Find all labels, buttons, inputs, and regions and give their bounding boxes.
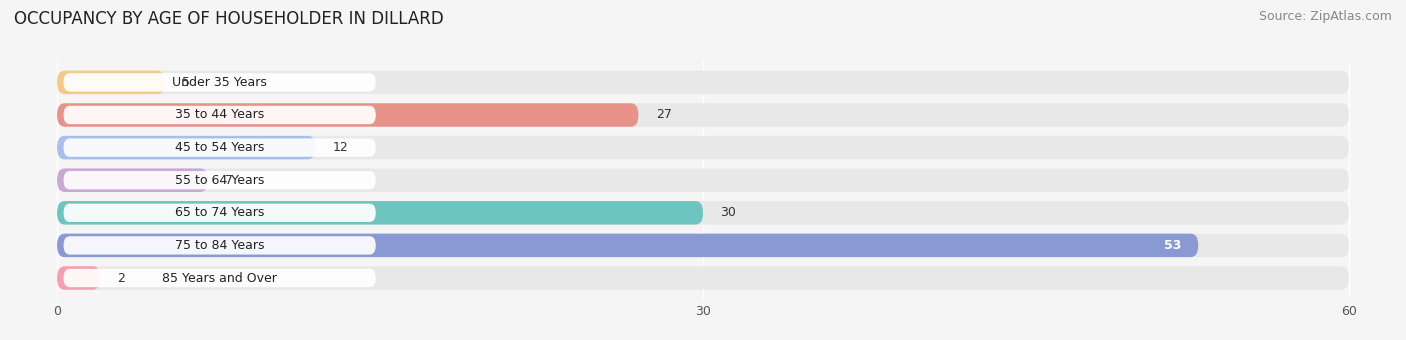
FancyBboxPatch shape bbox=[63, 204, 375, 222]
FancyBboxPatch shape bbox=[58, 266, 100, 290]
Text: 2: 2 bbox=[118, 272, 125, 285]
FancyBboxPatch shape bbox=[58, 71, 1348, 94]
Text: Source: ZipAtlas.com: Source: ZipAtlas.com bbox=[1258, 10, 1392, 23]
Text: 75 to 84 Years: 75 to 84 Years bbox=[174, 239, 264, 252]
Text: 7: 7 bbox=[225, 174, 233, 187]
FancyBboxPatch shape bbox=[63, 138, 375, 157]
FancyBboxPatch shape bbox=[58, 168, 1348, 192]
FancyBboxPatch shape bbox=[58, 136, 315, 159]
Text: 12: 12 bbox=[333, 141, 349, 154]
Text: 45 to 54 Years: 45 to 54 Years bbox=[174, 141, 264, 154]
Text: Under 35 Years: Under 35 Years bbox=[172, 76, 267, 89]
Text: 5: 5 bbox=[181, 76, 190, 89]
FancyBboxPatch shape bbox=[58, 266, 1348, 290]
FancyBboxPatch shape bbox=[58, 103, 1348, 127]
FancyBboxPatch shape bbox=[63, 269, 375, 287]
FancyBboxPatch shape bbox=[63, 73, 375, 91]
FancyBboxPatch shape bbox=[58, 234, 1198, 257]
FancyBboxPatch shape bbox=[58, 201, 703, 224]
Text: 85 Years and Over: 85 Years and Over bbox=[162, 272, 277, 285]
FancyBboxPatch shape bbox=[58, 71, 165, 94]
Text: OCCUPANCY BY AGE OF HOUSEHOLDER IN DILLARD: OCCUPANCY BY AGE OF HOUSEHOLDER IN DILLA… bbox=[14, 10, 444, 28]
Text: 30: 30 bbox=[720, 206, 737, 219]
FancyBboxPatch shape bbox=[58, 168, 208, 192]
FancyBboxPatch shape bbox=[63, 106, 375, 124]
Text: 55 to 64 Years: 55 to 64 Years bbox=[174, 174, 264, 187]
Text: 35 to 44 Years: 35 to 44 Years bbox=[174, 108, 264, 121]
FancyBboxPatch shape bbox=[58, 234, 1348, 257]
Text: 27: 27 bbox=[655, 108, 672, 121]
FancyBboxPatch shape bbox=[63, 236, 375, 255]
FancyBboxPatch shape bbox=[58, 103, 638, 127]
Text: 65 to 74 Years: 65 to 74 Years bbox=[174, 206, 264, 219]
Text: 53: 53 bbox=[1164, 239, 1181, 252]
FancyBboxPatch shape bbox=[58, 136, 1348, 159]
FancyBboxPatch shape bbox=[58, 201, 1348, 224]
FancyBboxPatch shape bbox=[63, 171, 375, 189]
